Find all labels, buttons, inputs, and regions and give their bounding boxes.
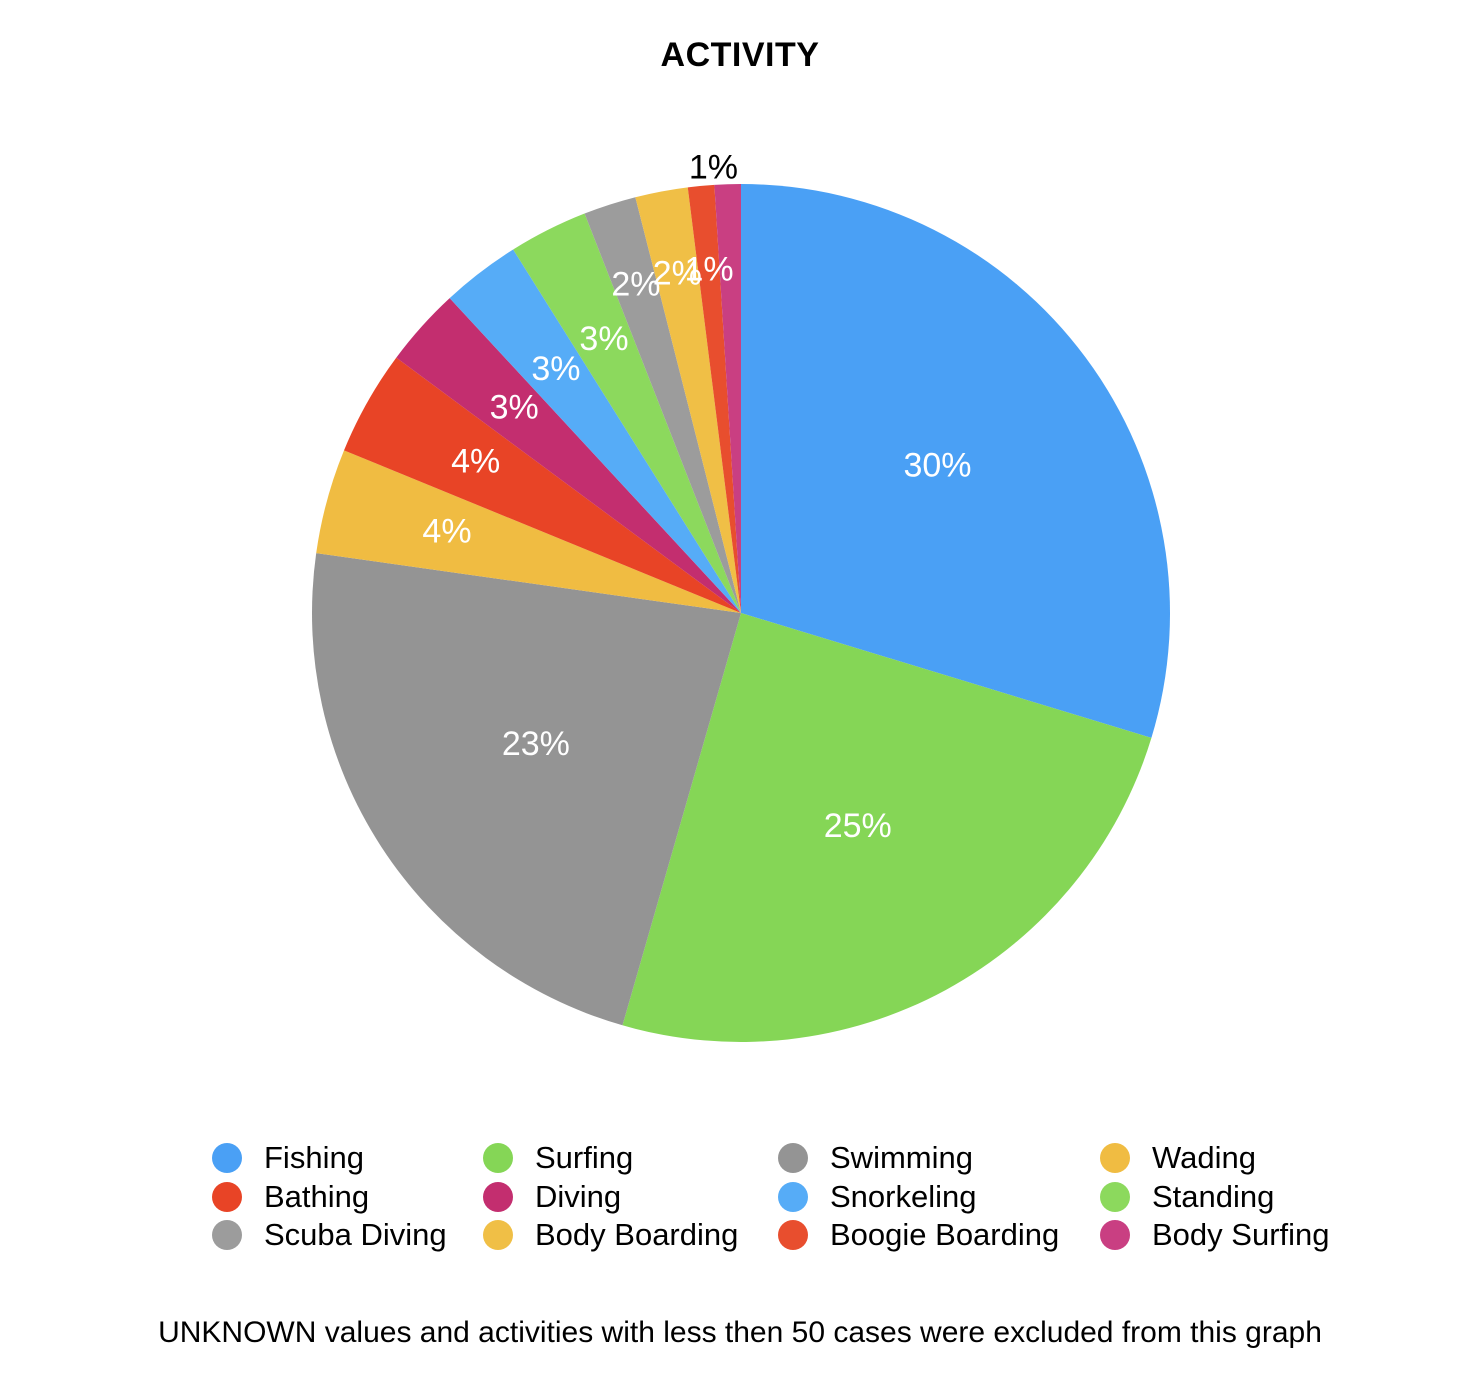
slice-label-boogie-boarding: 1% bbox=[684, 250, 733, 288]
legend-item-wading: Wading bbox=[1100, 1139, 1256, 1177]
pie-slice-boogie-boarding bbox=[687, 184, 741, 613]
pie-slice-wading bbox=[316, 450, 741, 613]
slice-label-body-boarding: 2% bbox=[653, 255, 702, 293]
pie-chart: 30%25%23%4%4%3%3%3%2%2%1%1% bbox=[312, 149, 1170, 1042]
legend-swatch-surfing bbox=[483, 1143, 513, 1173]
legend-label: Body Boarding bbox=[535, 1217, 739, 1252]
legend-item-swimming: Swimming bbox=[778, 1139, 973, 1177]
legend-label: Swimming bbox=[830, 1140, 973, 1175]
legend-item-fishing: Fishing bbox=[212, 1139, 364, 1177]
legend-item-bathing: Bathing bbox=[212, 1178, 369, 1216]
legend-item-body-surfing: Body Surfing bbox=[1100, 1216, 1330, 1254]
slice-label-body-surfing: 1% bbox=[689, 149, 738, 187]
legend-item-surfing: Surfing bbox=[483, 1139, 633, 1177]
legend-item-diving: Diving bbox=[483, 1178, 621, 1216]
pie-slice-snorkeling bbox=[449, 249, 741, 613]
slice-label-bathing: 4% bbox=[451, 442, 500, 480]
slice-label-snorkeling: 3% bbox=[531, 350, 580, 388]
legend-swatch-bathing bbox=[212, 1181, 242, 1212]
legend-swatch-fishing bbox=[212, 1143, 242, 1173]
pie-labels: 30%25%23%4%4%3%3%3%2%2%1%1% bbox=[422, 149, 971, 845]
slice-label-fishing: 30% bbox=[903, 446, 971, 484]
legend-label: Bathing bbox=[264, 1178, 370, 1214]
legend-item-body-boarding: Body Boarding bbox=[483, 1216, 738, 1254]
pie-slices bbox=[312, 184, 1170, 1042]
legend-label: Diving bbox=[535, 1178, 622, 1214]
legend-item-standing: Standing bbox=[1100, 1178, 1274, 1216]
legend-swatch-snorkeling bbox=[778, 1181, 808, 1212]
pie-slice-body-boarding bbox=[635, 187, 741, 613]
slice-label-surfing: 25% bbox=[824, 807, 892, 845]
legend-label: Scuba Diving bbox=[264, 1217, 447, 1252]
legend-swatch-swimming bbox=[778, 1143, 808, 1173]
legend-label: Fishing bbox=[264, 1140, 364, 1175]
legend-label: Standing bbox=[1152, 1178, 1275, 1214]
slice-label-diving: 3% bbox=[490, 389, 539, 427]
legend-label: Body Surfing bbox=[1152, 1217, 1330, 1252]
pie-slice-swimming bbox=[312, 553, 741, 1026]
slice-label-scuba-diving: 2% bbox=[611, 265, 660, 303]
pie-slice-diving bbox=[396, 298, 741, 613]
pie-slice-standing bbox=[513, 213, 741, 614]
pie-slice-surfing bbox=[622, 613, 1152, 1042]
chart-title: ACTIVITY bbox=[660, 36, 820, 74]
legend-swatch-standing bbox=[1100, 1181, 1130, 1212]
legend-label: Snorkeling bbox=[830, 1178, 977, 1214]
slice-label-standing: 3% bbox=[579, 320, 628, 358]
legend-swatch-body-boarding bbox=[483, 1220, 513, 1250]
legend-item-boogie-boarding: Boogie Boarding bbox=[778, 1216, 1059, 1254]
pie-slice-body-surfing bbox=[714, 184, 741, 613]
legend-swatch-diving bbox=[483, 1181, 513, 1212]
legend-label: Boogie Boarding bbox=[830, 1217, 1060, 1252]
legend-swatch-boogie-boarding bbox=[778, 1220, 808, 1250]
slice-label-wading: 4% bbox=[422, 512, 471, 550]
pie-slice-scuba-diving bbox=[584, 197, 741, 613]
legend-item-scuba-diving: Scuba Diving bbox=[212, 1216, 447, 1254]
chart-footnote: UNKNOWN values and activities with less … bbox=[158, 1316, 1322, 1349]
legend-label: Surfing bbox=[535, 1140, 634, 1175]
legend-swatch-body-surfing bbox=[1100, 1220, 1130, 1250]
legend-label: Wading bbox=[1152, 1140, 1256, 1175]
pie-slice-bathing bbox=[344, 357, 741, 613]
legend-swatch-wading bbox=[1100, 1143, 1130, 1173]
legend-item-snorkeling: Snorkeling bbox=[778, 1178, 976, 1216]
legend-swatch-scuba-diving bbox=[212, 1220, 242, 1250]
slice-label-swimming: 23% bbox=[502, 725, 570, 763]
pie-slice-fishing bbox=[741, 184, 1170, 738]
